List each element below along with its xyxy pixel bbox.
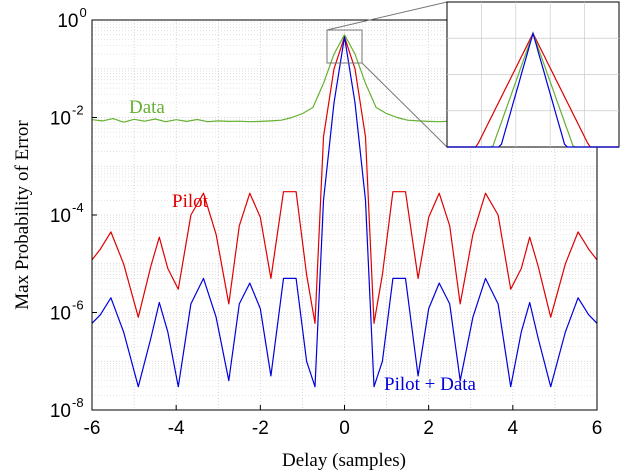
x-tick-label: 0 bbox=[339, 418, 350, 439]
y-tick-exponent: -2 bbox=[72, 103, 84, 118]
y-tick-label: 10 bbox=[50, 304, 71, 325]
series-line-combined bbox=[91, 36, 598, 388]
combined-series-label: Pilot + Data bbox=[384, 374, 477, 395]
y-tick-exponent: 0 bbox=[80, 5, 87, 20]
inset bbox=[446, 1, 620, 148]
y-tick-label: 10 bbox=[50, 109, 71, 130]
y-tick-label: 10 bbox=[50, 206, 71, 227]
y-tick-label: 10 bbox=[50, 401, 71, 422]
x-tick-label: -2 bbox=[252, 418, 269, 439]
y-axis-label: Max Probability of Error bbox=[12, 120, 33, 310]
pilot-series-label: Pilot bbox=[172, 191, 209, 212]
y-tick-exponent: -4 bbox=[72, 200, 84, 215]
zoom-region-box bbox=[326, 29, 363, 64]
x-tick-label: -4 bbox=[168, 418, 185, 439]
data-series-label: Data bbox=[129, 97, 165, 118]
x-tick-label: 4 bbox=[508, 418, 519, 439]
grid bbox=[91, 19, 598, 411]
x-tick-label: 2 bbox=[423, 418, 434, 439]
x-ticks: -6 -4 -2 0 2 4 6 bbox=[84, 405, 603, 439]
x-axis-label: Delay (samples) bbox=[282, 450, 406, 471]
y-tick-exponent: -8 bbox=[72, 395, 84, 410]
x-tick-label: 6 bbox=[592, 418, 603, 439]
x-tick-label: -6 bbox=[84, 418, 101, 439]
inset-series-line-combined bbox=[447, 31, 619, 148]
inset-series-group bbox=[447, 31, 619, 148]
zoom-connector-top bbox=[326, 1, 448, 31]
inset-grid bbox=[447, 2, 619, 147]
y-tick-label: 10 bbox=[57, 11, 78, 32]
zoom-connector-bottom bbox=[361, 62, 448, 148]
y-tick-exponent: -6 bbox=[72, 298, 84, 313]
